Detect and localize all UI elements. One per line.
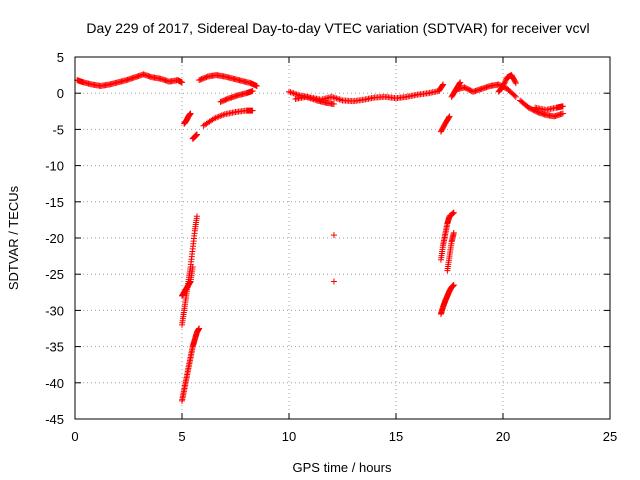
data-point [187,345,196,359]
data-point [330,94,344,103]
data-point [447,210,457,219]
data-point [330,278,337,285]
x-tick-label: 0 [71,429,78,444]
data-point [436,82,446,94]
data-point [196,325,203,332]
x-axis-label: GPS time / hours [293,460,392,475]
data-point [442,114,452,126]
x-tick-label: 20 [496,429,510,444]
data-point [351,96,366,104]
data-point [304,94,319,103]
y-tick-label: 0 [57,86,64,101]
y-tick-label: -35 [45,340,64,355]
data-point [450,229,457,236]
data-point [187,110,194,117]
data-point [442,222,451,236]
data-point [438,244,446,261]
data-point [223,109,237,117]
data-point [559,110,566,117]
y-tick-label: 5 [57,50,64,65]
y-axis-label: SDTVAR / TECUs [6,185,21,290]
data-point [415,90,430,98]
data-point [286,88,292,95]
data-point [512,80,519,87]
data-point [193,131,200,138]
plot-frame [74,56,611,420]
y-tick-label: -25 [45,267,64,282]
data-point [187,248,196,268]
data-point [544,104,558,113]
data-point [190,230,198,250]
x-tick-label: 25 [603,429,617,444]
data-point [330,232,337,239]
x-tick-label: 5 [178,429,185,444]
x-tick-label: 10 [282,429,296,444]
y-tick-label: -40 [45,376,64,391]
data-point [383,94,398,102]
y-tick-label: -10 [45,159,64,174]
data-point [450,209,457,216]
data-point [362,94,377,103]
data-point [179,309,187,326]
data-point [444,255,453,272]
data-point [249,88,256,95]
data-point [500,75,510,88]
data-point [496,83,506,94]
y-tick-label: -30 [45,303,64,318]
data-point [438,121,448,134]
data-point [328,93,335,100]
grid-lines [75,57,610,419]
data-point [450,282,457,289]
data-point [446,240,455,258]
data-point [197,74,210,83]
x-tick-labels: 0 5 10 15 20 25 [71,429,617,444]
y-tick-labels: 5 0 -5 -10 -15 -20 -25 -30 -35 -40 -45 [45,50,64,427]
data-point [287,89,302,98]
data-point [509,73,519,85]
data-point [189,263,196,270]
y-tick-label: -45 [45,412,64,427]
chart-title: Day 229 of 2017, Sidereal Day-to-day VTE… [86,20,589,36]
data-point [179,79,185,86]
data-point [446,113,453,120]
data-point [518,98,531,110]
data-point [457,79,464,86]
data-point [512,93,519,100]
y-tick-label: -5 [52,122,64,137]
data-point [440,232,448,247]
y-tick-label: -20 [45,231,64,246]
data-point [212,111,227,121]
data-point [330,101,337,108]
data-point [249,107,256,114]
data-point [218,95,231,105]
data-point [201,116,216,128]
data-point [234,107,248,115]
data-point [179,388,187,403]
data-point [440,81,447,88]
x-tick-label: 15 [389,429,403,444]
data-point [449,87,459,99]
data-point [526,105,540,115]
y-tick-label: -15 [45,195,64,210]
data-point [181,377,189,392]
data-point [193,213,200,220]
data-point [183,366,192,381]
data-point [185,356,194,370]
data-point [394,94,409,102]
data-point [559,103,566,110]
data-points [74,71,566,404]
data-point [253,82,260,89]
data-point [505,86,518,99]
data-point [192,215,200,232]
